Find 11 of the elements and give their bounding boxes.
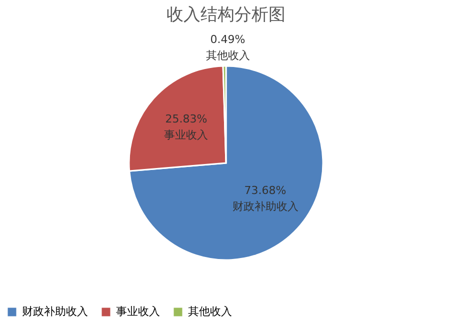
slice-label: 财政补助收入 [232, 200, 298, 214]
data-label: 0.49% [210, 33, 246, 46]
legend-label: 其他收入 [188, 305, 232, 318]
slice-label: 其他收入 [206, 49, 250, 62]
slice-label: 事业收入 [164, 128, 208, 142]
pie-slice [128, 65, 324, 261]
data-label: 73.68% [244, 184, 286, 198]
legend-label: 事业收入 [116, 305, 160, 318]
legend-label: 财政补助收入 [22, 305, 88, 318]
data-label: 25.83% [165, 112, 208, 126]
chart-title: 收入结构分析图 [166, 5, 286, 26]
